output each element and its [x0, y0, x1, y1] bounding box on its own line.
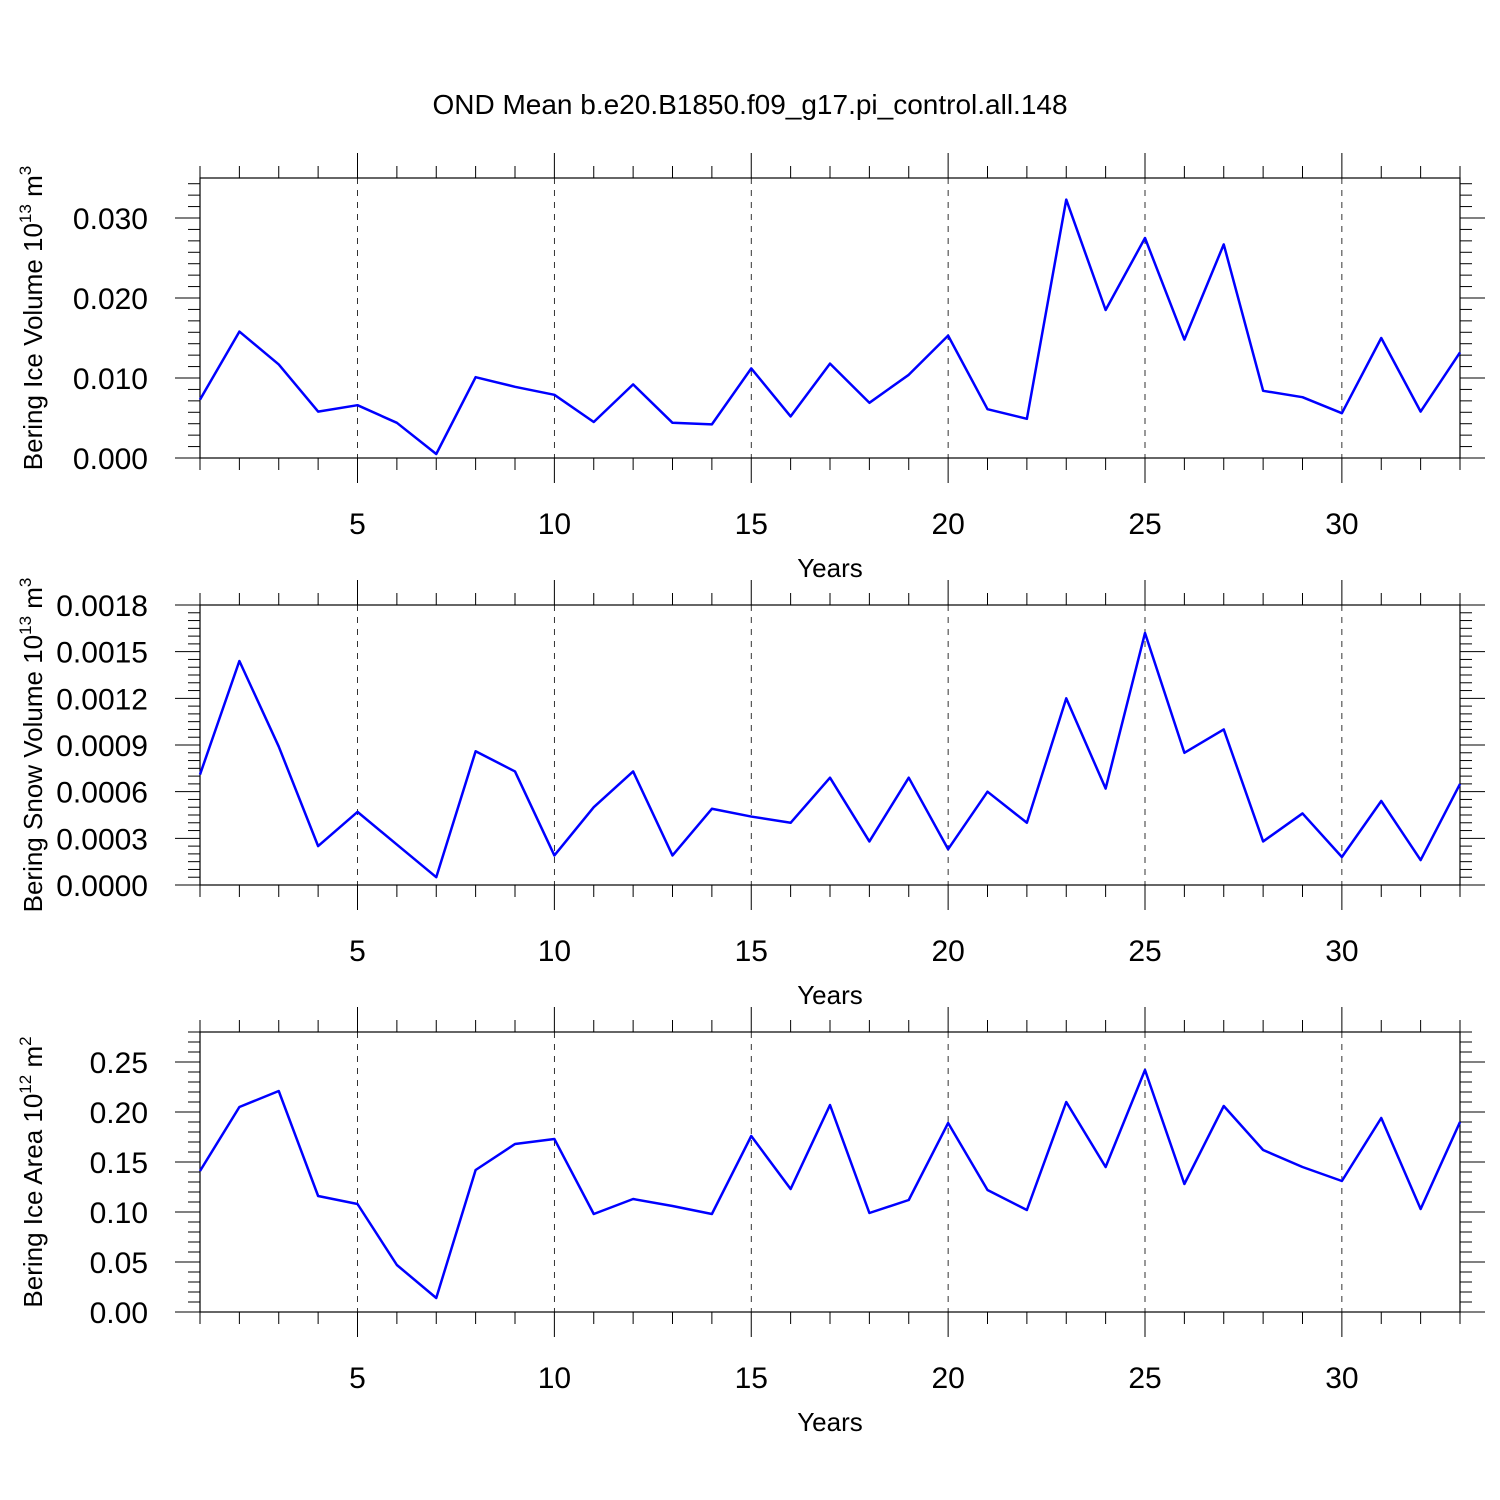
y-axis-label-text: Bering Snow Volume 10 — [18, 635, 48, 913]
x-tick-label: 20 — [931, 935, 964, 968]
series-line — [198, 198, 1462, 456]
x-tick-label: 30 — [1325, 1362, 1358, 1395]
x-tick-label: 15 — [735, 508, 768, 541]
chart-panel-3: 5 10 15 20 25 30 Years 0.00 0.05 0.10 0.15 0.20 0.25… — [16, 1007, 1485, 1437]
x-tick-label: 20 — [931, 508, 964, 541]
x-axis-label: Years — [797, 553, 863, 583]
x-tick-label: 5 — [349, 935, 366, 968]
y-tick-label: 0.0012 — [56, 683, 148, 716]
x-tick-label: 5 — [349, 1362, 366, 1395]
plot-frame — [199, 177, 1461, 459]
x-tick-label: 10 — [538, 935, 571, 968]
y-axis-label-text: Bering Ice Area 10 — [18, 1094, 48, 1308]
y-axis-label-exponent: 12 — [16, 1075, 35, 1094]
y-tick-label: 0.010 — [73, 363, 148, 396]
y-axis-label-unit: m — [18, 587, 48, 616]
y-tick-label: 0.020 — [73, 283, 148, 316]
x-tick-label: 25 — [1128, 508, 1161, 541]
x-tick-label: 25 — [1128, 1362, 1161, 1395]
x-axis-label: Years — [797, 1407, 863, 1437]
plot-frame — [199, 604, 1461, 886]
y-tick-label: 0.05 — [90, 1247, 148, 1280]
y-axis-label-unit: m — [18, 175, 48, 204]
y-axis-label-exponent: 13 — [16, 204, 35, 223]
x-tick-label: 15 — [735, 1362, 768, 1395]
x-tick-label: 30 — [1325, 508, 1358, 541]
y-tick-label: 0.10 — [90, 1197, 148, 1230]
x-tick-label: 5 — [349, 508, 366, 541]
chart-panels: 5 10 15 20 25 30Years0.0000.0100.0200.030Beri… — [16, 153, 1485, 1437]
y-tick-label: 0.0015 — [56, 637, 148, 670]
y-axis-label-text: Bering Ice Volume 10 — [18, 223, 48, 470]
y-tick-label: 0.0018 — [56, 590, 148, 623]
y-axis-label: Bering Ice Area 1012 m2 — [16, 1036, 48, 1307]
plot-frame — [199, 1031, 1461, 1313]
x-axis-label: Years — [797, 980, 863, 1010]
figure-title: OND Mean b.e20.B1850.f09_g17.pi_control.… — [432, 89, 1067, 120]
y-tick-label: 0.15 — [90, 1147, 148, 1180]
y-tick-label: 0.25 — [90, 1047, 148, 1080]
y-axis-label-exponent: 13 — [16, 616, 35, 635]
y-tick-label: 0.0006 — [56, 777, 148, 810]
y-tick-label: 0.20 — [90, 1097, 148, 1130]
y-tick-label: 0.000 — [73, 443, 148, 476]
x-tick-label: 10 — [538, 508, 571, 541]
y-tick-label: 0.0003 — [56, 823, 148, 856]
y-axis-label-unit-exponent: 2 — [16, 1036, 35, 1045]
y-axis-label: Bering Ice Volume 1013 m3 — [16, 166, 48, 470]
y-tick-label: 0.0009 — [56, 730, 148, 763]
x-tick-label: 20 — [931, 1362, 964, 1395]
series-line — [198, 1068, 1462, 1300]
x-tick-label: 30 — [1325, 935, 1358, 968]
y-axis-label-unit-exponent: 3 — [16, 578, 35, 587]
y-axis-label-unit: m — [18, 1046, 48, 1075]
chart-panel-2: 5 10 15 20 25 30 Years 0.0000 0.0003 0.0006 0.0009… — [16, 578, 1485, 1010]
y-tick-label: 0.00 — [90, 1297, 148, 1330]
chart-panel-1: 5 10 15 20 25 30 Years 0.000 0.010 0.020 0.030 Beri… — [16, 153, 1485, 583]
x-tick-label: 25 — [1128, 935, 1161, 968]
x-tick-label: 15 — [735, 935, 768, 968]
series-line — [198, 631, 1462, 879]
y-tick-label: 0.0000 — [56, 870, 148, 903]
y-axis-label-unit-exponent: 3 — [16, 166, 35, 175]
y-tick-label: 0.030 — [73, 203, 148, 236]
x-tick-label: 10 — [538, 1362, 571, 1395]
y-axis-label: Bering Snow Volume 1013 m3 — [16, 578, 48, 913]
